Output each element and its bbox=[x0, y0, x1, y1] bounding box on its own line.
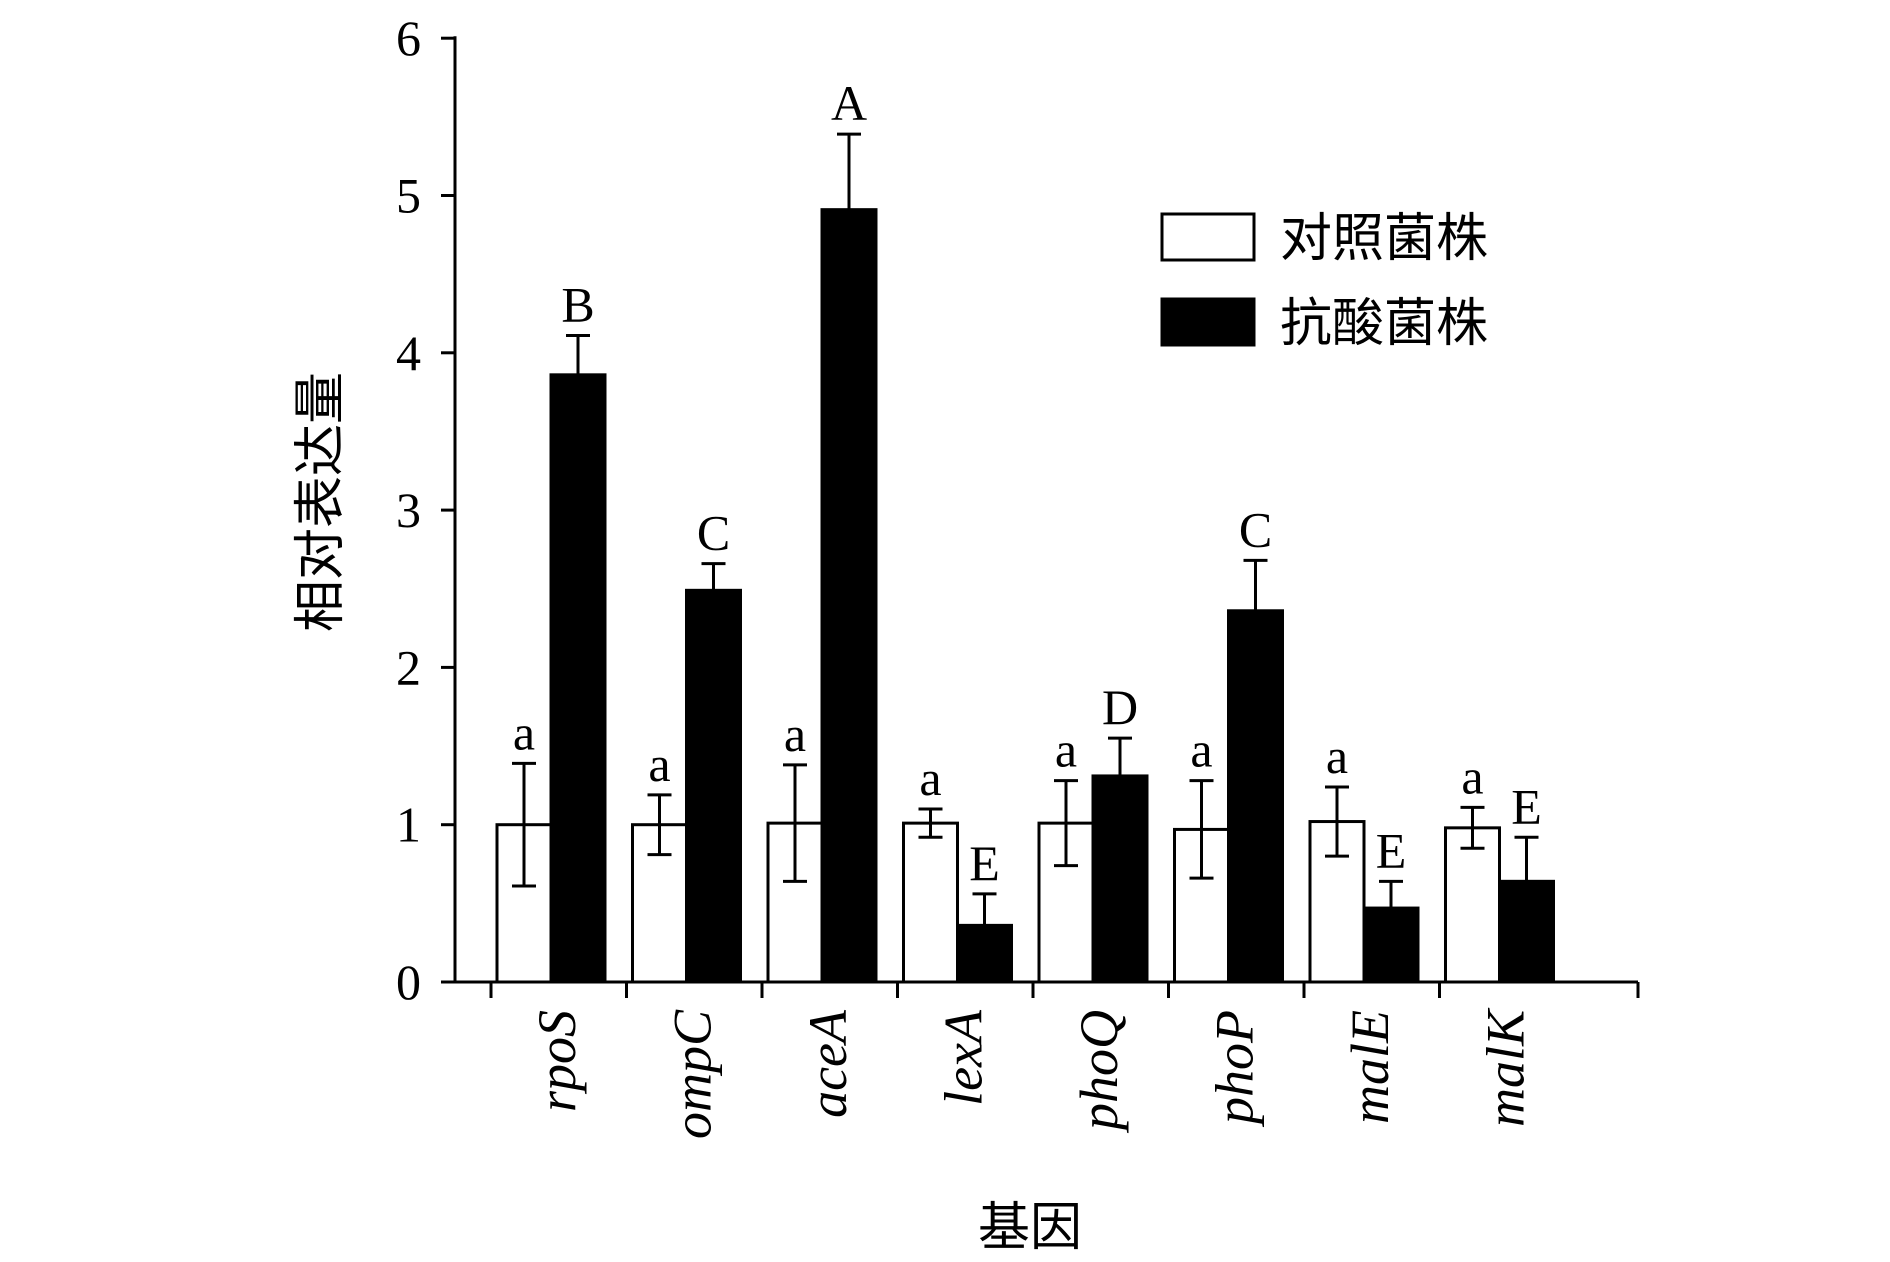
significance-label-acid-malK: E bbox=[1511, 778, 1542, 834]
significance-label-acid-phoQ: D bbox=[1102, 679, 1138, 735]
bar-control-lexA bbox=[902, 821, 959, 984]
x-tick-label-phoQ: phoQ bbox=[1069, 1010, 1129, 1134]
x-tick-label-rpoS: rpoS bbox=[527, 1010, 587, 1112]
bar-acid-phoP bbox=[1227, 609, 1284, 984]
y-tick-label-0: 0 bbox=[396, 954, 421, 1010]
x-tick-label-malE: malE bbox=[1340, 1010, 1400, 1124]
axes-layer bbox=[441, 36, 1640, 998]
significance-label-acid-ompC: C bbox=[697, 505, 730, 561]
bar-acid-ompC bbox=[685, 588, 742, 984]
significance-label-acid-phoP: C bbox=[1239, 501, 1272, 557]
significance-label-control-phoQ: a bbox=[1055, 722, 1077, 778]
significance-label-acid-lexA: E bbox=[969, 835, 1000, 891]
significance-label-acid-aceA: A bbox=[831, 75, 867, 131]
significance-label-acid-malE: E bbox=[1376, 822, 1407, 878]
bar-acid-aceA bbox=[820, 208, 878, 984]
significance-label-control-malE: a bbox=[1326, 728, 1348, 784]
y-tick-label-3: 3 bbox=[396, 482, 421, 538]
legend-label-acid: 抗酸菌株 bbox=[1280, 294, 1488, 354]
y-axis-title: 相对表达量 bbox=[291, 372, 351, 632]
x-tick-label-phoP: phoP bbox=[1205, 1010, 1265, 1128]
x-tick-label-lexA: lexA bbox=[934, 1009, 994, 1106]
significance-label-control-ompC: a bbox=[648, 736, 670, 792]
bar-acid-phoQ bbox=[1091, 774, 1149, 984]
labels-layer: aBrpoSaCompCaAaceAaElexAaDphoQaCphoPaEma… bbox=[291, 10, 1542, 1258]
x-tick-label-malK: malK bbox=[1476, 1007, 1536, 1127]
legend-swatch-control bbox=[1160, 212, 1256, 262]
bar-control-malK bbox=[1444, 826, 1501, 984]
x-tick-label-aceA: aceA bbox=[798, 1009, 858, 1118]
significance-label-control-aceA: a bbox=[784, 706, 806, 762]
legend-label-control: 对照菌株 bbox=[1280, 209, 1488, 269]
x-tick-label-ompC: ompC bbox=[663, 1009, 723, 1139]
y-tick-label-2: 2 bbox=[396, 639, 421, 695]
y-tick-label-6: 6 bbox=[396, 10, 421, 66]
x-axis-title: 基因 bbox=[978, 1198, 1082, 1258]
significance-label-control-lexA: a bbox=[919, 750, 941, 806]
significance-label-control-malK: a bbox=[1461, 748, 1483, 804]
legend-swatch-acid bbox=[1160, 297, 1256, 347]
bar-acid-lexA bbox=[956, 923, 1013, 984]
bar-acid-rpoS bbox=[549, 373, 607, 984]
error-bars-layer bbox=[512, 132, 1539, 926]
y-tick-label-1: 1 bbox=[396, 797, 421, 853]
y-tick-label-4: 4 bbox=[396, 325, 421, 381]
bar-acid-malE bbox=[1362, 906, 1420, 984]
significance-label-acid-rpoS: B bbox=[561, 276, 594, 332]
bar-acid-malK bbox=[1498, 879, 1555, 984]
y-tick-label-5: 5 bbox=[396, 168, 421, 224]
significance-label-control-phoP: a bbox=[1190, 722, 1212, 778]
significance-label-control-rpoS: a bbox=[513, 704, 535, 760]
